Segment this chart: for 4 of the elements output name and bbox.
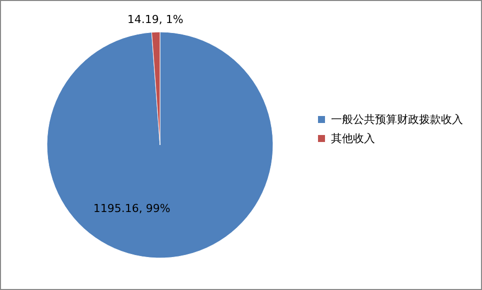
data-label: 1195.16, 99% <box>93 202 170 216</box>
legend-label: 一般公共预算财政拨款收入 <box>331 112 463 127</box>
legend-label: 其他收入 <box>331 131 375 146</box>
data-label: 14.19, 1% <box>127 13 184 26</box>
